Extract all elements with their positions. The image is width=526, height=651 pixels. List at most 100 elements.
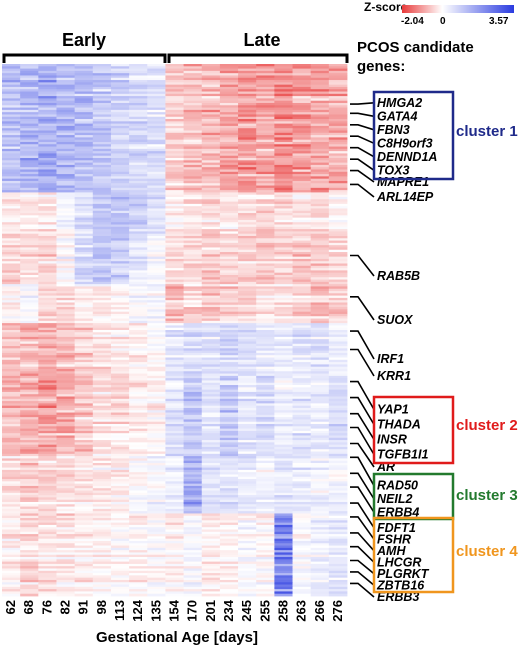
heatmap-cell — [310, 119, 330, 122]
heatmap-cell — [310, 135, 330, 138]
heatmap-cell — [165, 385, 184, 388]
heatmap-cell — [274, 412, 293, 416]
heatmap-cell — [183, 492, 203, 496]
heatmap-cell — [292, 180, 312, 184]
heatmap-cell — [2, 77, 21, 81]
heatmap-cell — [274, 64, 293, 67]
heatmap-cell — [238, 463, 257, 466]
heatmap-cell — [256, 456, 275, 459]
heatmap-cell — [310, 412, 330, 416]
heatmap-cell — [56, 270, 76, 274]
heatmap-cell — [292, 300, 312, 303]
heatmap-cell — [92, 160, 112, 163]
heatmap-cell — [274, 364, 293, 368]
heatmap-cell — [219, 348, 239, 352]
heatmap-cell — [38, 591, 57, 595]
heatmap-cell — [310, 538, 330, 542]
heatmap-cell — [328, 538, 348, 542]
heatmap-cell — [201, 472, 221, 475]
heatmap-cell — [2, 474, 21, 478]
heatmap-cell — [74, 263, 94, 267]
heatmap-cell — [147, 235, 166, 239]
heatmap-cell — [328, 277, 348, 280]
heatmap-cell — [129, 130, 148, 134]
heatmap-cell — [2, 575, 21, 579]
heatmap-cell — [292, 508, 312, 512]
heatmap-cell — [38, 109, 57, 113]
heatmap-cell — [2, 582, 21, 585]
heatmap-cell — [38, 68, 57, 72]
heatmap-cell — [129, 529, 148, 533]
heatmap-cell — [2, 137, 21, 141]
heatmap-cell — [38, 378, 57, 381]
heatmap-cell — [310, 398, 330, 402]
heatmap-cell — [310, 414, 330, 418]
heatmap-cell — [147, 336, 166, 340]
heatmap-cell — [74, 499, 94, 503]
heatmap-cell — [20, 323, 39, 326]
heatmap-cell — [110, 66, 130, 69]
heatmap-cell — [2, 467, 21, 471]
heatmap-cell — [92, 437, 112, 441]
heatmap-cell — [310, 515, 330, 519]
heatmap-cell — [219, 199, 239, 202]
heatmap-cell — [292, 430, 312, 434]
heatmap-cell — [92, 107, 112, 111]
heatmap-cell — [56, 93, 76, 97]
heatmap-cell — [256, 231, 275, 235]
heatmap-cell — [129, 233, 148, 237]
heatmap-cell — [183, 242, 203, 246]
heatmap-cell — [110, 160, 130, 163]
heatmap-cell — [201, 252, 221, 255]
heatmap-cell — [20, 291, 39, 294]
heatmap-cell — [274, 453, 293, 457]
heatmap-cell — [201, 401, 221, 404]
heatmap-cell — [328, 435, 348, 439]
heatmap-cell — [74, 346, 94, 349]
heatmap-cell — [74, 226, 94, 230]
heatmap-cell — [165, 281, 184, 285]
heatmap-cell — [201, 451, 221, 455]
heatmap-cell — [147, 98, 166, 102]
heatmap-cell — [147, 520, 166, 524]
heatmap-cell — [256, 405, 275, 409]
heatmap-cell — [56, 89, 76, 92]
heatmap-cell — [274, 446, 293, 450]
heatmap-cell — [328, 387, 348, 391]
heatmap-cell — [56, 529, 76, 533]
x-tick-label: 113 — [112, 600, 127, 621]
heatmap-cell — [56, 148, 76, 152]
heatmap-cell — [238, 485, 257, 489]
heatmap-cell — [129, 256, 148, 260]
heatmap-cell — [238, 91, 257, 95]
heatmap-cell — [38, 77, 57, 81]
heatmap-cell — [310, 460, 330, 464]
heatmap-cell — [56, 538, 76, 542]
heatmap-cell — [20, 504, 39, 507]
heatmap-cell — [2, 440, 21, 443]
heatmap-cell — [56, 137, 76, 141]
heatmap-cell — [74, 121, 94, 125]
heatmap-cell — [292, 222, 312, 225]
heatmap-cell — [110, 123, 130, 127]
heatmap-cell — [238, 197, 257, 200]
heatmap-cell — [328, 391, 348, 395]
heatmap-cell — [292, 219, 312, 223]
heatmap-cell — [256, 313, 275, 317]
heatmap-cell — [147, 288, 166, 292]
heatmap-cell — [2, 284, 21, 287]
heatmap-cell — [219, 327, 239, 331]
heatmap-cell — [328, 261, 348, 264]
heatmap-cell — [56, 472, 76, 475]
heatmap-cell — [219, 107, 239, 111]
heatmap-cell — [38, 414, 57, 418]
heatmap-cell — [183, 309, 203, 313]
heatmap-cell — [92, 256, 112, 260]
heatmap-cell — [183, 105, 203, 108]
heatmap-cell — [147, 311, 166, 315]
heatmap-cell — [56, 254, 76, 258]
heatmap-cell — [292, 527, 312, 530]
heatmap-cell — [238, 240, 257, 244]
heatmap-cell — [219, 153, 239, 157]
heatmap-cell — [20, 362, 39, 365]
